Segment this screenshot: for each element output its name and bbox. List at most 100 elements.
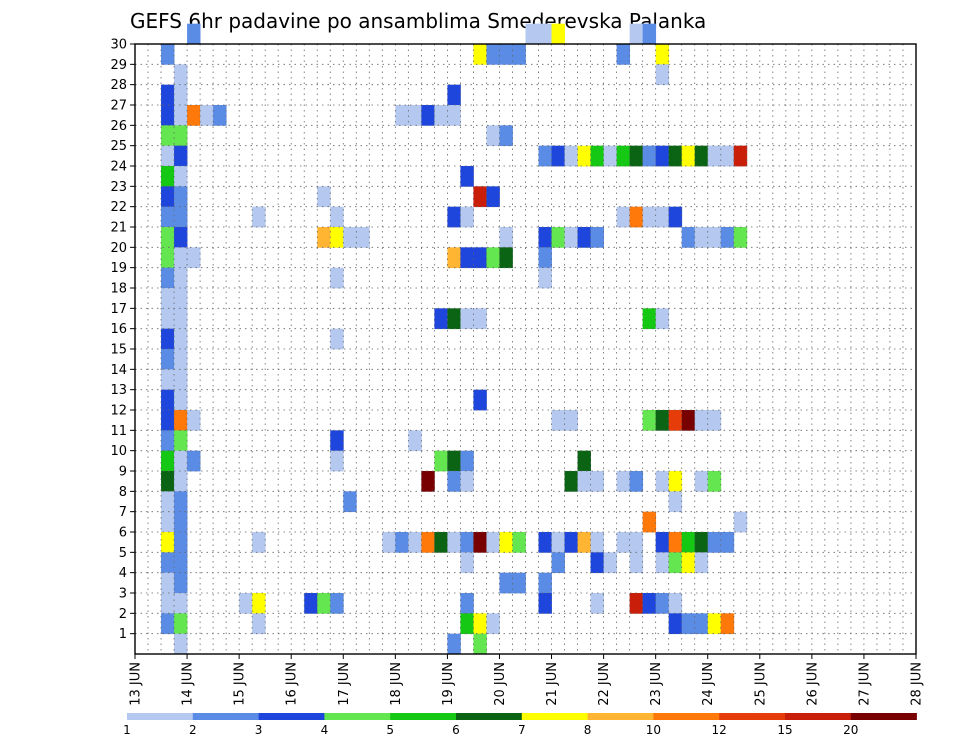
precip-cell bbox=[538, 593, 552, 614]
legend-label: 5 bbox=[386, 723, 394, 737]
precip-cell bbox=[486, 186, 500, 208]
precip-cell bbox=[421, 532, 435, 553]
precip-cell bbox=[629, 552, 644, 574]
precip-cell bbox=[642, 206, 657, 228]
precip-cell bbox=[564, 532, 578, 553]
precip-cell bbox=[174, 511, 188, 533]
precip-cell bbox=[447, 105, 461, 126]
legend-label: 6 bbox=[452, 723, 460, 737]
y-tick-label: 14 bbox=[110, 363, 127, 378]
precip-cell bbox=[330, 593, 344, 614]
precip-cell bbox=[460, 613, 474, 635]
precip-cell bbox=[174, 328, 188, 350]
y-tick-label: 12 bbox=[110, 404, 127, 419]
x-tick-label: 21 JUN bbox=[545, 662, 560, 706]
precip-cell bbox=[603, 145, 618, 167]
precip-cell bbox=[681, 145, 696, 167]
precip-cell bbox=[317, 593, 331, 614]
legend-swatch bbox=[850, 713, 917, 720]
precip-cell bbox=[382, 532, 396, 553]
precip-cell bbox=[460, 166, 474, 187]
precip-cell bbox=[447, 308, 461, 330]
precip-cell bbox=[304, 593, 318, 614]
precip-cell bbox=[642, 23, 657, 45]
legend-swatch bbox=[127, 713, 194, 720]
y-tick-label: 30 bbox=[110, 38, 127, 53]
precip-cell bbox=[174, 64, 188, 86]
precip-cell bbox=[161, 44, 175, 65]
precip-cell bbox=[668, 206, 683, 228]
x-tick-label: 15 JUN bbox=[233, 662, 248, 706]
precip-cell bbox=[408, 430, 422, 452]
precip-cell bbox=[343, 227, 357, 248]
precip-cell bbox=[655, 206, 670, 228]
precip-cell bbox=[174, 613, 188, 635]
legend-label: 12 bbox=[712, 723, 727, 737]
legend-swatch bbox=[587, 713, 654, 720]
precip-cell bbox=[577, 145, 591, 167]
precip-cell bbox=[642, 511, 657, 533]
precip-cell bbox=[174, 84, 188, 106]
y-tick-label: 3 bbox=[119, 587, 127, 602]
precip-cell bbox=[629, 206, 644, 228]
x-tick-label: 27 JUN bbox=[857, 662, 872, 706]
precip-cell bbox=[590, 145, 604, 167]
precip-cell bbox=[733, 511, 748, 533]
precip-cell bbox=[174, 308, 188, 330]
precip-cell bbox=[161, 410, 175, 431]
precip-cell bbox=[395, 105, 409, 126]
legend-label: 15 bbox=[777, 723, 792, 737]
precip-cell bbox=[200, 105, 214, 126]
precip-cell bbox=[161, 369, 175, 391]
precip-cell bbox=[447, 532, 461, 553]
precip-cell bbox=[590, 552, 604, 574]
x-tick-label: 13 JUN bbox=[129, 662, 144, 706]
precip-cell bbox=[161, 349, 175, 370]
precip-cell bbox=[629, 145, 644, 167]
precip-cell bbox=[161, 471, 175, 492]
precip-cell bbox=[473, 44, 487, 65]
precip-cell bbox=[161, 511, 175, 533]
precip-cell bbox=[668, 552, 683, 574]
precip-cell bbox=[486, 44, 500, 65]
precip-cell bbox=[499, 227, 513, 248]
precip-cell bbox=[603, 552, 618, 574]
y-tick-label: 8 bbox=[119, 485, 127, 500]
precip-cell bbox=[460, 450, 474, 472]
precip-cell bbox=[252, 532, 266, 553]
precip-cell bbox=[538, 267, 552, 289]
precip-cell bbox=[434, 532, 448, 553]
precip-cell bbox=[538, 23, 552, 45]
precip-cell bbox=[655, 552, 670, 574]
precip-cell bbox=[161, 430, 175, 452]
precip-cell bbox=[161, 450, 175, 472]
precip-cell bbox=[213, 105, 227, 126]
precip-cell bbox=[590, 227, 604, 248]
precip-cell bbox=[161, 145, 175, 167]
y-tick-label: 20 bbox=[110, 241, 127, 256]
precip-cell bbox=[460, 532, 474, 553]
precip-cell bbox=[239, 593, 253, 614]
precip-cell bbox=[161, 328, 175, 350]
precip-cell bbox=[161, 247, 175, 269]
precip-cell bbox=[460, 206, 474, 228]
precip-cell bbox=[161, 308, 175, 330]
y-tick-label: 11 bbox=[110, 424, 127, 439]
precip-cell bbox=[525, 23, 539, 45]
precip-cell bbox=[460, 593, 474, 614]
precip-cell bbox=[460, 247, 474, 269]
legend-label: 2 bbox=[189, 723, 197, 737]
precip-cell bbox=[694, 552, 709, 574]
precip-cell bbox=[486, 613, 500, 635]
precip-cell bbox=[174, 349, 188, 370]
color-legend: 1 2 3 4 5 6 7 8 10 12 15 20 bbox=[123, 713, 917, 737]
precip-cell bbox=[655, 64, 670, 86]
precip-cell bbox=[330, 267, 344, 289]
precip-cell bbox=[694, 227, 709, 248]
precip-cell bbox=[668, 593, 683, 614]
y-tick-label: 17 bbox=[110, 302, 127, 317]
precip-cell bbox=[161, 491, 175, 513]
precip-cell bbox=[655, 410, 670, 431]
precip-cell bbox=[694, 532, 709, 553]
x-tick-label: 23 JUN bbox=[649, 662, 664, 706]
